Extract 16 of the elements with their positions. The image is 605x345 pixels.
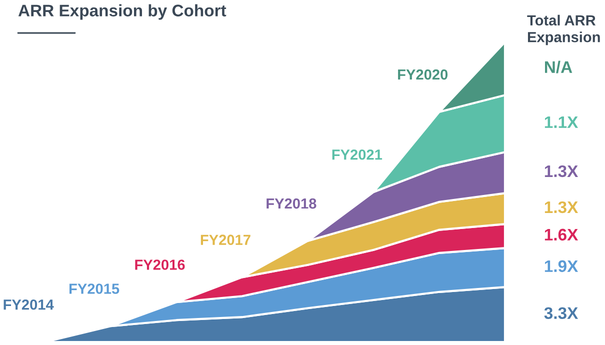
text: 3.3X	[544, 307, 578, 320]
chart-title: ARR Expansion by Cohort	[18, 4, 226, 20]
text: 1.3X	[544, 165, 578, 178]
text: 1.9X	[544, 260, 578, 272]
text: 1.1X	[544, 116, 578, 128]
series-label: FY2016	[135, 260, 185, 270]
series-label: FY2017	[200, 234, 250, 246]
series-label: FY2015	[69, 284, 120, 294]
text: N/A	[545, 60, 572, 74]
text: 1.6X	[544, 228, 578, 241]
series-label: FY2021	[332, 149, 382, 160]
series-label: FY2020	[398, 69, 448, 80]
text: 1.3X	[544, 201, 578, 214]
text: FY2014	[4, 299, 54, 310]
series-label: FY2018	[266, 198, 316, 209]
annotation: Total ARR Expansion	[527, 14, 600, 46]
